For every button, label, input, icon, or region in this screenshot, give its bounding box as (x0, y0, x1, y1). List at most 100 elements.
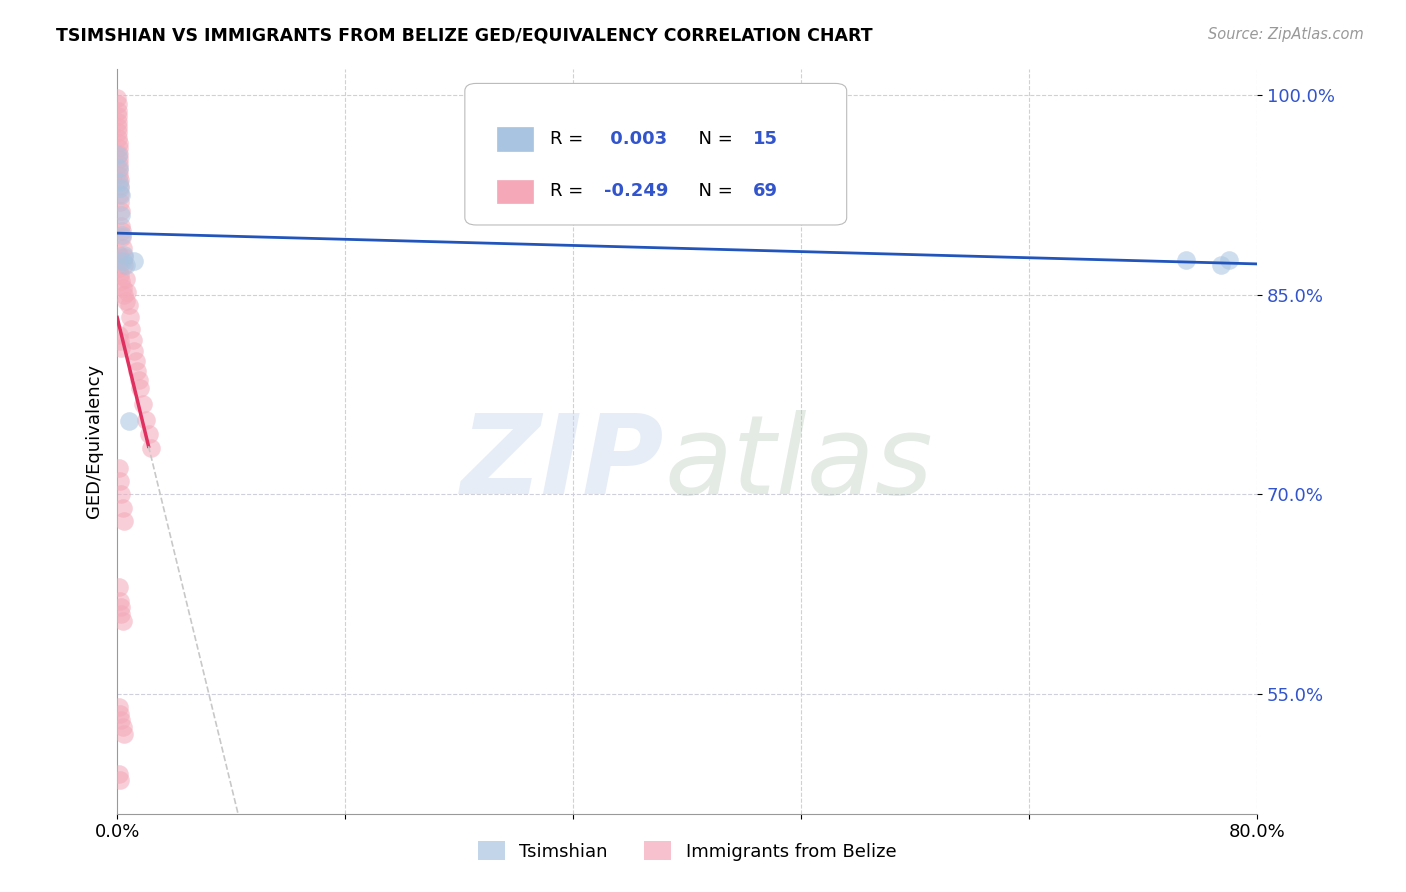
Point (112, 287, 135, 301)
Point (107, 97, 129, 112)
Point (107, 125, 129, 139)
Point (107, 104, 129, 119)
Text: TSIMSHIAN VS IMMIGRANTS FROM BELIZE GED/EQUIVALENCY CORRELATION CHART: TSIMSHIAN VS IMMIGRANTS FROM BELIZE GED/… (56, 27, 873, 45)
Text: 69: 69 (754, 183, 779, 201)
Point (112, 259, 135, 273)
Point (111, 224, 134, 238)
Point (107, 254, 129, 268)
Point (138, 427, 160, 442)
Point (112, 248, 135, 262)
Point (114, 271, 136, 285)
Point (107, 581, 129, 595)
Point (111, 241, 134, 255)
Point (108, 178, 131, 193)
Point (111, 254, 134, 268)
Point (111, 614, 134, 628)
Point (110, 714, 132, 728)
Legend: Tsimshian, Immigrants from Belize: Tsimshian, Immigrants from Belize (471, 834, 904, 868)
Point (107, 110, 129, 124)
Point (108, 146, 131, 161)
FancyBboxPatch shape (465, 84, 846, 225)
Point (124, 254, 146, 268)
Point (1211, 259, 1233, 273)
Point (107, 91, 129, 105)
Point (1174, 253, 1197, 268)
Point (117, 298, 139, 312)
Point (129, 381, 152, 395)
Point (118, 310, 141, 325)
Point (1218, 253, 1240, 268)
Point (108, 261, 131, 276)
Point (110, 487, 132, 501)
Point (108, 173, 131, 187)
Point (108, 157, 131, 171)
Point (111, 500, 134, 515)
Text: ZIP: ZIP (461, 410, 664, 516)
Point (120, 322, 142, 336)
Point (111, 281, 134, 295)
Point (107, 248, 129, 262)
Point (108, 186, 131, 201)
Point (107, 148, 129, 162)
Point (114, 294, 136, 309)
Point (111, 227, 134, 242)
Point (112, 251, 135, 265)
Point (117, 414, 139, 428)
Point (107, 766, 129, 780)
Point (108, 706, 131, 721)
Point (110, 208, 132, 222)
Point (108, 268, 131, 282)
Point (111, 720, 134, 734)
Point (107, 120, 129, 134)
Text: Source: ZipAtlas.com: Source: ZipAtlas.com (1208, 27, 1364, 42)
Point (135, 413, 157, 427)
Point (110, 341, 132, 355)
FancyBboxPatch shape (496, 128, 533, 152)
Point (108, 593, 131, 607)
Text: N =: N = (688, 183, 738, 201)
Point (107, 460, 129, 475)
Point (107, 130, 129, 145)
Point (127, 363, 149, 377)
Text: R =: R = (550, 183, 589, 201)
Point (121, 333, 143, 347)
Point (111, 230, 134, 244)
Point (110, 194, 132, 209)
Text: 15: 15 (754, 130, 779, 148)
Point (110, 188, 132, 202)
Point (115, 285, 138, 299)
Point (108, 474, 131, 488)
Point (110, 274, 132, 288)
Point (107, 114, 129, 128)
Y-axis label: GED/Equivalency: GED/Equivalency (86, 364, 103, 518)
Text: -0.249: -0.249 (605, 183, 668, 201)
Point (107, 141, 129, 155)
Point (110, 203, 132, 218)
Point (108, 152, 131, 166)
Point (125, 354, 148, 368)
Point (108, 175, 131, 189)
Point (132, 397, 155, 411)
Point (110, 607, 132, 621)
Point (128, 373, 150, 387)
Text: N =: N = (688, 130, 738, 148)
Point (108, 327, 131, 342)
Text: atlas: atlas (664, 410, 934, 516)
Point (124, 343, 146, 358)
Point (112, 727, 135, 741)
Text: R =: R = (550, 130, 589, 148)
Point (107, 136, 129, 150)
Point (108, 334, 131, 349)
Point (112, 514, 135, 528)
Point (108, 162, 131, 177)
Point (107, 700, 129, 714)
Point (108, 181, 131, 195)
Point (114, 259, 136, 273)
Point (141, 441, 163, 455)
FancyBboxPatch shape (496, 179, 533, 203)
Point (107, 161, 129, 176)
Point (108, 773, 131, 788)
Point (108, 168, 131, 182)
Point (110, 219, 132, 233)
Point (110, 600, 132, 615)
